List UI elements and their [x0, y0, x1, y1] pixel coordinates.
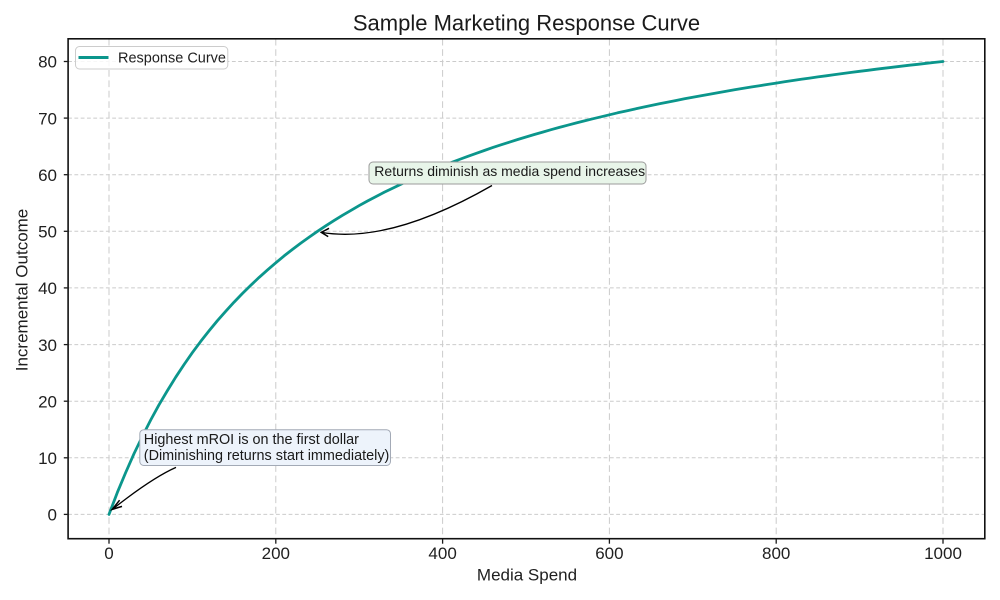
svg-text:Sample Marketing Response Curv: Sample Marketing Response Curve: [353, 11, 700, 36]
svg-text:800: 800: [762, 544, 790, 563]
svg-text:Returns diminish as media spen: Returns diminish as media spend increase…: [374, 163, 645, 179]
svg-text:50: 50: [38, 223, 57, 242]
svg-text:30: 30: [38, 336, 57, 355]
svg-text:70: 70: [38, 109, 57, 128]
svg-text:10: 10: [38, 449, 57, 468]
svg-text:200: 200: [262, 544, 290, 563]
svg-text:60: 60: [38, 166, 57, 185]
svg-text:80: 80: [38, 53, 57, 72]
svg-text:1000: 1000: [924, 544, 962, 563]
svg-text:0: 0: [104, 544, 113, 563]
svg-text:20: 20: [38, 392, 57, 411]
svg-text:0: 0: [48, 506, 57, 525]
svg-text:600: 600: [595, 544, 623, 563]
svg-text:40: 40: [38, 279, 57, 298]
svg-text:(Diminishing returns start imm: (Diminishing returns start immediately): [144, 448, 390, 464]
svg-text:400: 400: [428, 544, 456, 563]
svg-text:Incremental Outcome: Incremental Outcome: [13, 209, 32, 372]
svg-text:Response Curve: Response Curve: [118, 50, 226, 66]
svg-text:Media Spend: Media Spend: [477, 566, 577, 585]
svg-text:Highest mROI is on the first d: Highest mROI is on the first dollar: [144, 432, 359, 448]
